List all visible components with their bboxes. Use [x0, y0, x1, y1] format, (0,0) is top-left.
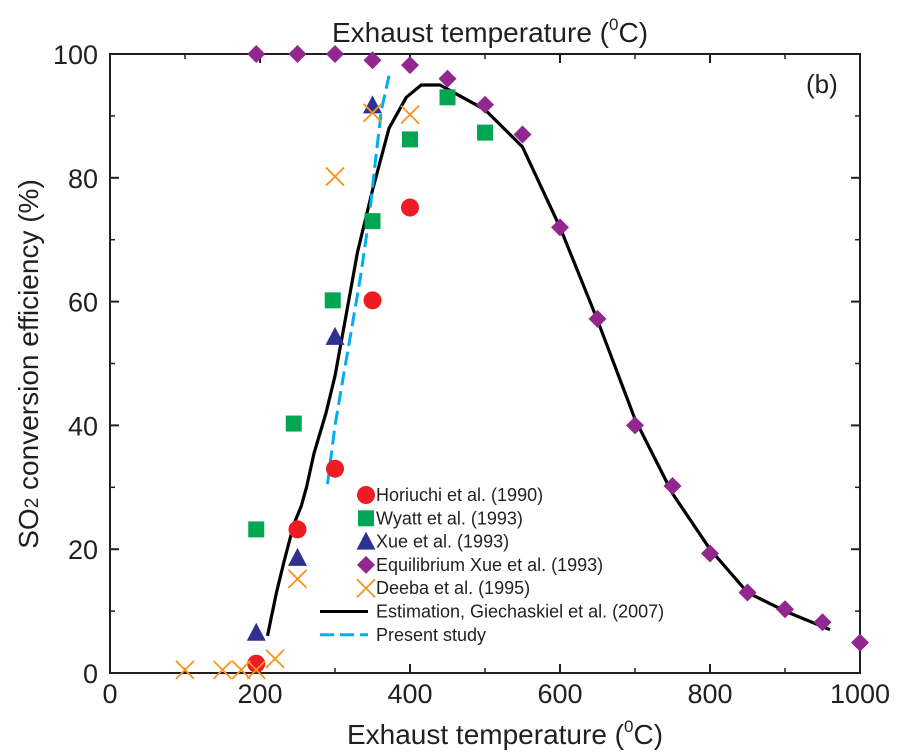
panel-label: (b) — [806, 69, 838, 99]
x-tick-label: 1000 — [830, 679, 890, 709]
data-point-horiuchi-et-al-1990 — [326, 459, 344, 478]
series-xue-et-al-1993 — [246, 95, 382, 641]
data-point-wyatt-et-al-1993 — [324, 292, 341, 309]
legend-item: Wyatt et al. (1993) — [358, 508, 523, 528]
legend-label: Wyatt et al. (1993) — [376, 508, 523, 528]
x-tick-label: 400 — [387, 679, 432, 709]
x-tick-label: 800 — [687, 679, 732, 709]
data-point-equilibrium-xue-et-al-1993 — [363, 51, 382, 70]
data-point-horiuchi-et-al-1990 — [288, 520, 307, 539]
top-axis-title: Exhaust temperature (0C) — [332, 15, 648, 48]
series-deeba-et-al-1995 — [175, 103, 420, 680]
legend-marker — [357, 555, 375, 574]
legend-label: Estimation, Giechaskiel et al. (2007) — [376, 602, 664, 622]
y-tick-label: 80 — [68, 164, 98, 194]
data-point-xue-et-al-1993 — [246, 622, 266, 641]
legend-item: Xue et al. (1993) — [356, 531, 509, 552]
data-point-equilibrium-xue-et-al-1993 — [247, 45, 266, 63]
series-line-estimation-giechaskiel-et-al-2007 — [265, 83, 831, 637]
x-tick-label: 0 — [102, 679, 117, 709]
data-point-wyatt-et-al-1993 — [285, 415, 302, 432]
legend: Horiuchi et al. (1990) Wyatt et al. (1993… — [320, 485, 664, 645]
data-point-xue-et-al-1993 — [288, 547, 307, 566]
data-point-deeba-et-al-1995 — [287, 569, 308, 589]
data-point-equilibrium-xue-et-al-1993 — [663, 477, 682, 496]
data-point-equilibrium-xue-et-al-1993 — [326, 45, 344, 63]
series-wyatt-et-al-1993 — [248, 89, 493, 538]
legend-item: Estimation, Giechaskiel et al. (2007) — [320, 602, 664, 622]
data-point-horiuchi-et-al-1990 — [247, 654, 266, 673]
data-point-equilibrium-xue-et-al-1993 — [513, 125, 532, 144]
data-point-equilibrium-xue-et-al-1993 — [738, 583, 757, 602]
y-tick-label: 40 — [68, 411, 98, 441]
legend-marker — [358, 510, 374, 527]
data-point-wyatt-et-al-1993 — [364, 213, 381, 230]
series-horiuchi-et-al-1990 — [247, 198, 419, 673]
data-point-wyatt-et-al-1993 — [248, 521, 265, 538]
data-point-deeba-et-al-1995 — [362, 103, 383, 123]
data-point-equilibrium-xue-et-al-1993 — [813, 613, 832, 632]
y-tick-label: 60 — [68, 288, 98, 318]
data-point-deeba-et-al-1995 — [265, 649, 285, 669]
points-layer — [175, 45, 869, 680]
legend-marker — [356, 578, 376, 598]
data-point-equilibrium-xue-et-al-1993 — [438, 69, 457, 88]
legend-marker — [357, 486, 375, 504]
data-point-xue-et-al-1993 — [325, 326, 345, 345]
legend-label: Deeba et al. (1995) — [376, 578, 530, 598]
data-point-deeba-et-al-1995 — [212, 660, 233, 680]
data-point-deeba-et-al-1995 — [325, 166, 345, 187]
legend-label: Equilibrium Xue et al. (1993) — [376, 555, 603, 575]
lines-layer — [265, 75, 831, 637]
data-point-equilibrium-xue-et-al-1993 — [851, 633, 869, 652]
data-point-equilibrium-xue-et-al-1993 — [776, 600, 794, 619]
data-point-deeba-et-al-1995 — [231, 660, 251, 680]
data-point-deeba-et-al-1995 — [175, 660, 195, 680]
data-point-equilibrium-xue-et-al-1993 — [626, 416, 644, 435]
data-point-deeba-et-al-1995 — [400, 105, 420, 125]
legend-item: Equilibrium Xue et al. (1993) — [357, 555, 603, 575]
data-point-equilibrium-xue-et-al-1993 — [588, 309, 607, 328]
legend-marker — [356, 531, 376, 550]
data-point-wyatt-et-al-1993 — [477, 124, 493, 141]
legend-item: Deeba et al. (1995) — [356, 578, 530, 598]
data-point-equilibrium-xue-et-al-1993 — [401, 56, 419, 75]
data-point-equilibrium-xue-et-al-1993 — [551, 218, 569, 237]
ticks-layer: 0 200 400 600 800 1000 0 20 40 60 80 100 — [53, 40, 890, 709]
x-tick-label: 200 — [237, 679, 282, 709]
legend-label: Present study — [376, 625, 486, 645]
series-equilibrium-xue-et-al-1993 — [247, 45, 869, 652]
legend-item: Present study — [320, 625, 486, 645]
y-tick-label: 100 — [53, 40, 98, 70]
data-point-wyatt-et-al-1993 — [402, 131, 418, 148]
legend-item: Horiuchi et al. (1990) — [357, 485, 543, 505]
data-point-equilibrium-xue-et-al-1993 — [701, 544, 719, 563]
data-point-xue-et-al-1993 — [363, 95, 382, 114]
data-point-horiuchi-et-al-1990 — [363, 291, 382, 310]
legend-label: Horiuchi et al. (1990) — [376, 485, 543, 505]
y-tick-label: 20 — [68, 535, 98, 565]
data-point-deeba-et-al-1995 — [246, 660, 266, 680]
series-line-present-study — [326, 75, 391, 485]
y-axis-title: SO2 conversion efficiency (%) — [13, 179, 44, 549]
data-point-equilibrium-xue-et-al-1993 — [288, 45, 307, 63]
y-tick-label: 0 — [83, 659, 98, 689]
data-point-horiuchi-et-al-1990 — [401, 198, 419, 217]
legend-label: Xue et al. (1993) — [376, 532, 509, 552]
data-point-wyatt-et-al-1993 — [439, 89, 456, 106]
x-tick-label: 600 — [537, 679, 582, 709]
data-point-equilibrium-xue-et-al-1993 — [476, 95, 494, 114]
x-axis-title: Exhaust temperature (0C) — [347, 717, 663, 750]
